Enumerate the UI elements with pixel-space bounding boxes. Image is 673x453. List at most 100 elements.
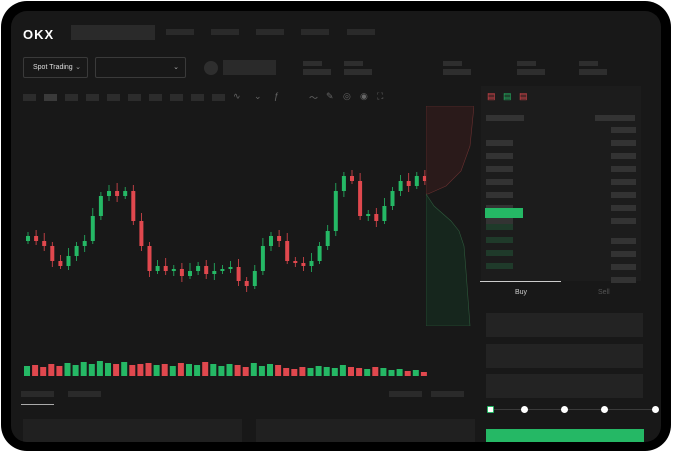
slider-handle[interactable] — [487, 406, 494, 413]
candle-body — [301, 263, 306, 266]
volume-bar — [161, 364, 168, 376]
buy-submit-button[interactable] — [486, 429, 644, 442]
candle-body — [406, 181, 411, 186]
timeframe-button[interactable] — [191, 94, 204, 101]
ask-price — [486, 179, 513, 185]
tab-order-history[interactable] — [68, 391, 101, 397]
bid-amount — [611, 251, 636, 257]
candle-body — [74, 246, 79, 256]
slider-mark-75[interactable] — [601, 406, 608, 413]
ask-price — [486, 140, 513, 146]
orderbook-buy-icon[interactable]: ▤ — [503, 91, 512, 101]
market-select-label: Spot Trading — [33, 64, 73, 71]
slider-mark-50[interactable] — [561, 406, 568, 413]
line-icon[interactable]: 〜 — [309, 93, 319, 103]
candle-body — [58, 261, 63, 266]
timeframe-button[interactable] — [86, 94, 99, 101]
volume-bar — [218, 366, 225, 376]
price-header — [486, 115, 524, 121]
ask-amount — [611, 192, 636, 198]
filter-button[interactable] — [389, 391, 422, 397]
orderbook-sell-icon[interactable]: ▤ — [519, 91, 528, 101]
volume-bar — [210, 364, 217, 376]
search-bar[interactable] — [71, 25, 155, 40]
volume-bar — [105, 363, 111, 376]
last-price — [485, 208, 523, 218]
market-select[interactable]: Spot Trading ⌄ — [23, 57, 88, 78]
slider-mark-100[interactable] — [652, 406, 659, 413]
amount-header — [595, 115, 635, 121]
nav-item[interactable] — [211, 29, 239, 35]
candle-body — [285, 241, 290, 261]
timeframe-button[interactable] — [107, 94, 120, 101]
timeframe-button[interactable] — [128, 94, 141, 101]
tab-indicator — [21, 404, 54, 405]
candle-body — [309, 261, 314, 266]
candle-body — [382, 206, 387, 221]
slider-mark-25[interactable] — [521, 406, 528, 413]
timeframe-button[interactable] — [44, 94, 57, 101]
timeframe-button[interactable] — [65, 94, 78, 101]
volume-bar — [202, 362, 209, 376]
candle-body — [317, 246, 322, 261]
candle-body — [374, 214, 379, 221]
slider-track[interactable] — [490, 409, 657, 410]
filter-button[interactable] — [431, 391, 464, 397]
timeframe-button[interactable] — [149, 94, 162, 101]
candle-body — [90, 216, 95, 241]
price-input[interactable] — [486, 313, 643, 337]
timeframe-button[interactable] — [23, 94, 36, 101]
nav-item[interactable] — [256, 29, 284, 35]
candle-body — [260, 246, 265, 271]
volume-bar — [356, 368, 363, 376]
fx-icon[interactable]: ƒ — [274, 91, 280, 101]
candle-body — [131, 191, 136, 221]
amount-input[interactable] — [486, 344, 643, 368]
nav-item[interactable] — [301, 29, 329, 35]
nav-item[interactable] — [166, 29, 194, 35]
price-chart[interactable] — [11, 106, 481, 376]
candle-body — [107, 191, 111, 196]
volume-bar — [364, 369, 371, 376]
volume-bar — [339, 365, 346, 376]
candle-type-icon[interactable]: ∿ — [233, 91, 241, 101]
assets-panel — [256, 419, 475, 442]
fullscreen-icon[interactable]: ⛶ — [377, 91, 384, 101]
okx-logo: OKX — [23, 27, 55, 42]
nav-item[interactable] — [347, 29, 375, 35]
pair-select[interactable]: ⌄ — [95, 57, 186, 78]
stat-value — [344, 69, 372, 75]
volume-bar — [24, 366, 30, 376]
candle-body — [252, 271, 257, 286]
timeframe-button[interactable] — [212, 94, 225, 101]
timeframe-button[interactable] — [170, 94, 183, 101]
candle-body — [163, 266, 168, 271]
candle-body — [390, 191, 395, 206]
indicator-icon[interactable]: ⌄ — [254, 91, 262, 101]
tab-sell[interactable]: Sell — [598, 289, 610, 296]
settings-icon[interactable]: ◉ — [360, 91, 368, 101]
bid-price — [486, 263, 513, 269]
candle-body — [366, 214, 371, 216]
candle-body — [42, 241, 47, 246]
bid-price — [486, 237, 513, 243]
tab-open-orders[interactable] — [21, 391, 54, 397]
volume-bar — [88, 364, 95, 376]
volume-bar — [331, 368, 338, 376]
orderbook-both-icon[interactable]: ▤ — [487, 91, 496, 101]
candle-body — [82, 241, 87, 246]
camera-icon[interactable]: ◎ — [343, 91, 351, 101]
volume-bar — [234, 365, 241, 376]
stat-label — [443, 61, 462, 66]
volume-bar — [291, 369, 298, 376]
candle-body — [228, 267, 233, 269]
total-input[interactable] — [486, 374, 643, 398]
tab-buy[interactable]: Buy — [515, 289, 528, 296]
candle-body — [115, 191, 120, 196]
stat-value — [443, 69, 471, 75]
candle-body — [98, 196, 103, 216]
candle-body — [123, 191, 128, 196]
pencil-icon[interactable]: ✎ — [326, 91, 334, 101]
candle-body — [66, 256, 71, 266]
